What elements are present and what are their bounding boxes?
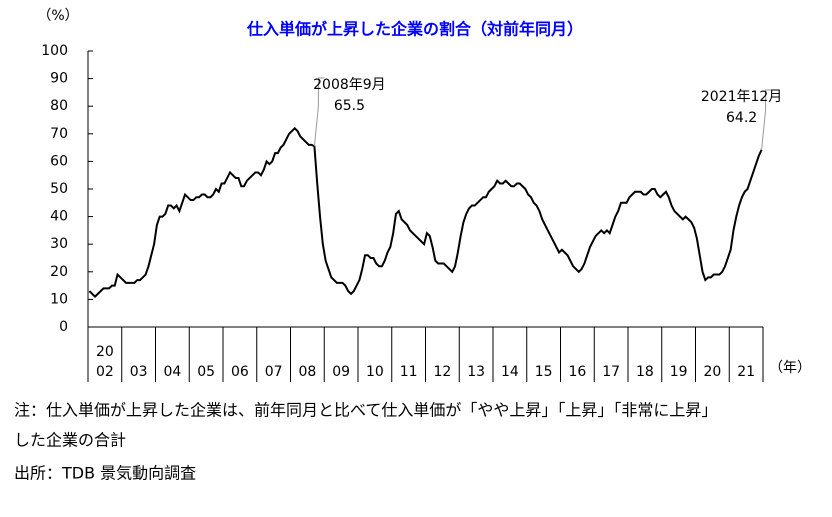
x-tick-label: 14 bbox=[501, 364, 519, 380]
x-tick-label: 13 bbox=[467, 364, 485, 380]
x-tick-label: 17 bbox=[602, 364, 620, 380]
annotation-date: 2008年9月 bbox=[313, 77, 386, 93]
x-tick-label: 09 bbox=[332, 364, 350, 380]
x-tick-label: 11 bbox=[400, 364, 418, 380]
x-tick-label: 21 bbox=[737, 364, 755, 380]
annotation-value: 64.2 bbox=[726, 110, 757, 126]
x-tick-label: 16 bbox=[568, 364, 586, 380]
annotation-date: 2021年12月 bbox=[701, 89, 782, 105]
x-tick-label: 20 bbox=[96, 344, 114, 360]
x-tick-label: 19 bbox=[670, 364, 688, 380]
y-tick-label: 50 bbox=[50, 181, 68, 197]
x-tick-label: 05 bbox=[197, 364, 215, 380]
y-tick-label: 90 bbox=[50, 71, 68, 87]
line-series bbox=[88, 126, 763, 299]
x-tick-label: 15 bbox=[535, 364, 553, 380]
x-tick-label: 03 bbox=[130, 364, 148, 380]
x-tick-label: 07 bbox=[265, 364, 283, 380]
note: 出所：TDB 景気動向調査 bbox=[14, 464, 196, 483]
note: 注：仕入単価が上昇した企業は、前年同月と比べて仕入単価が「やや上昇」「上昇」「非… bbox=[14, 401, 717, 420]
x-tick-label: 10 bbox=[366, 364, 384, 380]
annotation-leader bbox=[761, 89, 772, 150]
x-tick-label: 20 bbox=[703, 364, 721, 380]
note: した企業の合計 bbox=[14, 431, 126, 450]
y-tick-label: 80 bbox=[50, 98, 68, 114]
y-tick-label: 70 bbox=[50, 126, 68, 142]
y-tick-label: 10 bbox=[50, 291, 68, 307]
y-tick-label: 20 bbox=[50, 264, 68, 280]
annotation-leader bbox=[313, 77, 325, 147]
y-tick-label: 30 bbox=[50, 236, 68, 252]
y-tick-label: 0 bbox=[59, 319, 68, 335]
y-tick-label: 40 bbox=[50, 209, 68, 225]
y-tick-label: 60 bbox=[50, 153, 68, 169]
x-tick-label: 18 bbox=[636, 364, 654, 380]
x-tick-label: 02 bbox=[96, 364, 114, 380]
annotation-value: 65.5 bbox=[334, 98, 365, 114]
y-axis-label: （%） bbox=[37, 8, 78, 24]
x-tick-label: 08 bbox=[298, 364, 316, 380]
x-tick-label: 04 bbox=[163, 364, 181, 380]
chart-title: 仕入単価が上昇した企業の割合（対前年同月） bbox=[246, 20, 583, 39]
x-tick-label: 06 bbox=[231, 364, 249, 380]
x-tick-label: 12 bbox=[433, 364, 451, 380]
x-axis-label: （年） bbox=[769, 360, 811, 376]
y-tick-label: 100 bbox=[41, 43, 68, 59]
